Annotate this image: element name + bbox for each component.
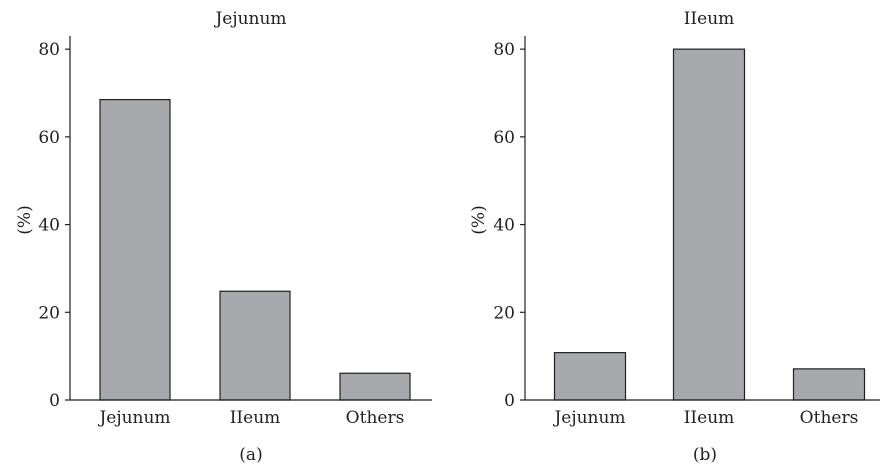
y-tick-label: 40 bbox=[493, 216, 515, 236]
y-tick-label: 20 bbox=[493, 303, 515, 323]
y-tick-label: 60 bbox=[38, 128, 60, 148]
bar-iieum bbox=[672, 48, 746, 401]
y-axis-label: (%) bbox=[15, 205, 35, 234]
bar-others bbox=[792, 368, 866, 401]
bar-jejunum bbox=[553, 352, 627, 401]
y-tick-label: 80 bbox=[38, 40, 60, 60]
y-axis-label: (%) bbox=[469, 205, 489, 234]
chart-panel-2: IIeum 0 20 40 60 80 Jejunum IIeum Others (%) (b) bbox=[469, 9, 880, 465]
y-tick-label: 60 bbox=[493, 128, 515, 148]
chart-title: IIeum bbox=[684, 9, 735, 29]
y-tick-label: 0 bbox=[504, 391, 515, 411]
panel-label: (a) bbox=[239, 445, 262, 465]
chart-title: Jejunum bbox=[213, 9, 286, 29]
chart-panel-1: Jejunum 0 20 40 60 80 Jejunum IIeum Others (%) (a) bbox=[15, 9, 432, 465]
y-tick-label: 0 bbox=[49, 391, 60, 411]
x-category-label: Others bbox=[346, 408, 405, 428]
y-tick-label: 40 bbox=[38, 216, 60, 236]
x-category-label: Jejunum bbox=[552, 408, 625, 428]
y-tick-label: 20 bbox=[38, 303, 60, 323]
x-category-label: Jejunum bbox=[97, 408, 170, 428]
x-category-label: IIeum bbox=[684, 408, 735, 428]
x-category-label: IIeum bbox=[230, 408, 281, 428]
y-tick-label: 80 bbox=[493, 40, 515, 60]
x-category-label: Others bbox=[800, 408, 859, 428]
bar-jejunum bbox=[99, 98, 171, 401]
panel-label: (b) bbox=[693, 445, 717, 465]
bar-iieum bbox=[219, 290, 291, 401]
bar-others bbox=[339, 372, 411, 401]
